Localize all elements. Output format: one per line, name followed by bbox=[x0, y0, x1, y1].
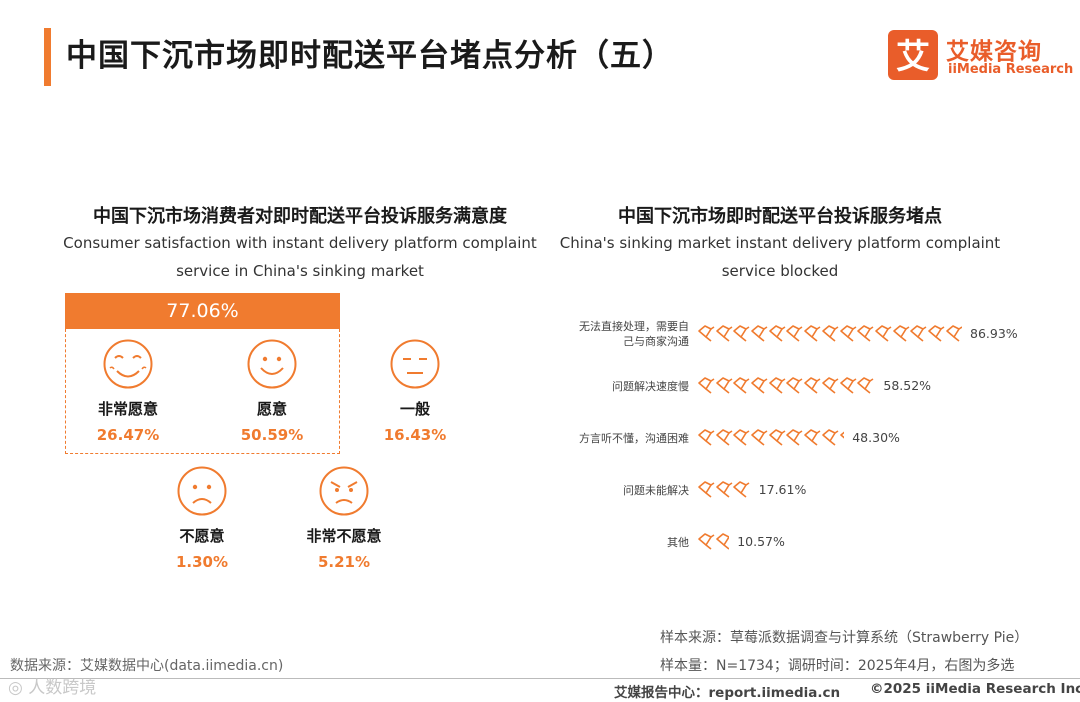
satisfaction-value: 5.21% bbox=[317, 553, 371, 571]
complaint-megaphone-icon bbox=[715, 323, 733, 345]
bar-category-label: 其他 bbox=[667, 535, 689, 549]
complaint-megaphone-icon bbox=[874, 375, 876, 397]
complaint-megaphone-icon bbox=[856, 375, 874, 397]
bar bbox=[697, 323, 962, 345]
complaint-megaphone-icon bbox=[750, 375, 768, 397]
neutral-face-icon bbox=[389, 338, 441, 390]
complaint-megaphone-icon bbox=[750, 479, 751, 501]
bar bbox=[697, 375, 876, 397]
bar-value-label: 86.93% bbox=[970, 326, 1018, 341]
satisfaction-label: 一般 bbox=[399, 400, 430, 418]
satisfaction-label: 愿意 bbox=[256, 400, 287, 418]
left-chart-subtitle-line2: service in China's sinking market bbox=[176, 262, 424, 280]
complaint-megaphone-icon bbox=[732, 375, 750, 397]
bar-value-label: 58.52% bbox=[883, 378, 932, 393]
title-accent-bar bbox=[44, 28, 51, 86]
complaint-megaphone-icon bbox=[715, 531, 730, 553]
left-chart-subtitle-line1: Consumer satisfaction with instant deliv… bbox=[63, 234, 537, 252]
frowning-face-icon bbox=[176, 465, 228, 517]
satisfaction-value: 50.59% bbox=[240, 426, 304, 444]
complaint-megaphone-icon bbox=[697, 323, 715, 345]
complaint-megaphone-icon bbox=[715, 427, 733, 449]
complaint-megaphone-icon bbox=[839, 323, 857, 345]
complaint-megaphone-icon bbox=[945, 323, 962, 345]
complaint-megaphone-icon bbox=[697, 375, 715, 397]
right-chart-title: 中国下沉市场即时配送平台投诉服务堵点 bbox=[618, 206, 942, 227]
right-chart-subtitle-line2: service blocked bbox=[721, 262, 839, 280]
bar bbox=[697, 479, 751, 501]
logo-text-en: iiMedia Research bbox=[948, 62, 1074, 77]
complaint-megaphone-icon bbox=[927, 323, 945, 345]
logo-text-cn: 艾媒咨询 bbox=[946, 39, 1042, 65]
complaint-megaphone-icon bbox=[909, 323, 927, 345]
satisfaction-label: 非常愿意 bbox=[97, 400, 158, 418]
left-chart-title: 中国下沉市场消费者对即时配送平台投诉服务满意度 bbox=[93, 206, 507, 227]
sample-source: 样本来源：草莓派数据调查与计算系统（Strawberry Pie） bbox=[660, 630, 1029, 646]
bar-value-label: 17.61% bbox=[758, 482, 807, 497]
complaint-megaphone-icon bbox=[856, 323, 874, 345]
logo-mark-glyph: 艾 bbox=[896, 37, 930, 77]
complaint-megaphone-icon bbox=[839, 375, 857, 397]
bar-category-label: 方言听不懂，沟通困难 bbox=[579, 431, 689, 445]
bar-category-label: 问题解决速度慢 bbox=[612, 379, 689, 393]
complaint-megaphone-icon bbox=[715, 479, 733, 501]
complaint-megaphone-icon bbox=[785, 427, 803, 449]
complaint-megaphone-icon bbox=[768, 427, 786, 449]
right-chart-subtitle: China's sinking market instant delivery … bbox=[520, 229, 1040, 285]
angry-face-icon bbox=[318, 465, 370, 517]
willing-group-box bbox=[65, 329, 340, 454]
report-site-link[interactable]: 艾媒报告中心：report.iimedia.cn bbox=[614, 685, 841, 701]
complaint-megaphone-icon bbox=[785, 375, 803, 397]
footer-divider bbox=[0, 678, 1080, 679]
left-chart-subtitle: Consumer satisfaction with instant deliv… bbox=[40, 229, 560, 285]
complaint-megaphone-icon bbox=[732, 323, 750, 345]
satisfaction-value: 26.47% bbox=[96, 426, 160, 444]
bar-category-label: 问题未能解决 bbox=[623, 483, 689, 497]
satisfaction-label: 不愿意 bbox=[179, 527, 225, 545]
laughing-face-icon bbox=[102, 338, 154, 390]
complaint-megaphone-icon bbox=[750, 323, 768, 345]
satisfaction-value: 1.30% bbox=[175, 553, 229, 571]
complaint-megaphone-icon bbox=[803, 427, 821, 449]
complaint-megaphone-icon bbox=[768, 375, 786, 397]
complaint-megaphone-icon bbox=[785, 323, 803, 345]
bar-category-label: 无法直接处理，需要自 己与商家沟通 bbox=[579, 320, 689, 348]
complaint-megaphone-icon bbox=[839, 427, 845, 449]
complaint-megaphone-icon bbox=[803, 323, 821, 345]
sample-size: 样本量：N=1734；调研时间：2025年4月，右图为多选 bbox=[660, 658, 1015, 674]
complaint-megaphone-icon bbox=[715, 375, 733, 397]
page-title: 中国下沉市场即时配送平台堵点分析（五） bbox=[66, 38, 674, 74]
smiling-face-icon bbox=[246, 338, 298, 390]
satisfaction-value: 16.43% bbox=[383, 426, 447, 444]
complaint-megaphone-icon bbox=[697, 479, 715, 501]
complaint-megaphone-icon bbox=[821, 427, 839, 449]
iimedia-logo: 艾 艾媒咨询 iiMedia Research bbox=[888, 30, 1073, 82]
complaint-megaphone-icon bbox=[697, 531, 715, 553]
bar-value-label: 48.30% bbox=[852, 430, 900, 445]
complaint-megaphone-icon bbox=[732, 479, 750, 501]
complaint-megaphone-icon bbox=[874, 323, 892, 345]
watermark-text: ◎ 人数跨境 bbox=[8, 678, 97, 698]
complaint-megaphone-icon bbox=[821, 323, 839, 345]
bar bbox=[697, 427, 845, 449]
logo-mark-icon: 艾 bbox=[888, 30, 938, 80]
right-chart-subtitle-line1: China's sinking market instant delivery … bbox=[559, 234, 1001, 252]
complaint-megaphone-icon bbox=[768, 323, 786, 345]
bar-value-label: 10.57% bbox=[737, 534, 785, 549]
complaint-megaphone-icon bbox=[892, 323, 910, 345]
complaint-megaphone-icon bbox=[821, 375, 839, 397]
bar bbox=[697, 531, 730, 553]
data-source: 数据来源：艾媒数据中心(data.iimedia.cn) bbox=[10, 658, 284, 674]
satisfaction-label: 非常不愿意 bbox=[306, 527, 382, 545]
copyright: ©2025 iiMedia Research Inc bbox=[870, 681, 1080, 697]
complaint-megaphone-icon bbox=[803, 375, 821, 397]
complaint-megaphone-icon bbox=[697, 427, 715, 449]
complaint-megaphone-icon bbox=[750, 427, 768, 449]
complaint-megaphone-icon bbox=[732, 427, 750, 449]
willing-total-banner: 77.06% bbox=[65, 293, 340, 329]
